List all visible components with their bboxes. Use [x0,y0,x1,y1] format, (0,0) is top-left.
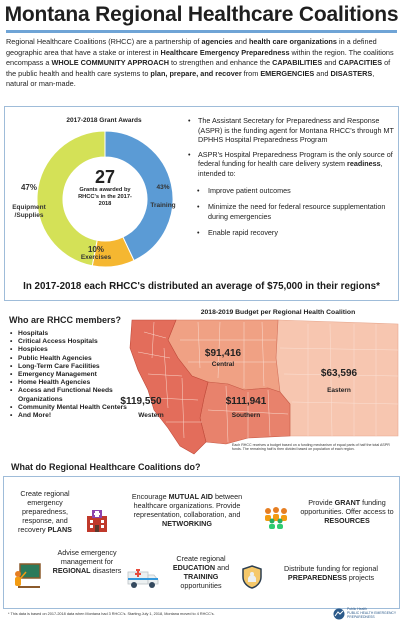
member-item: Community Mental Health Centers [10,404,155,412]
shield-icon [242,565,262,589]
member-item: Hospitals [10,330,155,338]
member-item: Public Health Agencies [10,355,155,363]
region-label-central: $91,416 Central [200,348,246,370]
sub-bullet: Improve patient outcomes [188,186,394,196]
dphhs-logo: Public Health PUBLIC HEALTH EMERGENCY PRE… [333,607,399,621]
region-label-eastern: $63,596 Eastern [314,368,364,396]
montana-region-map: $91,416 Central $63,596 Eastern $119,550… [108,318,400,456]
member-item: Emergency Management [10,371,155,379]
member-item: Long-Term Care Facilities [10,363,155,371]
members-title: Who are RHCC members? [9,315,122,325]
slice-pct-exercises: 10% [87,245,104,254]
region-western [129,319,209,455]
title-bar [0,0,403,30]
logo-text: Public Health PUBLIC HEALTH EMERGENCY PRE… [347,607,397,619]
activity-education-training: Create regional EDUCATION and TRAINING o… [172,554,230,590]
region-name-southern: Southern [231,412,261,419]
pie-svg [36,130,174,268]
ambulance-icon [127,569,159,588]
slice-name-equipment: Equipment /Supplies [12,204,46,219]
map-title: 2018-2019 Budget per Regional Health Coa… [200,309,356,316]
activities-box [3,476,400,609]
bullet-hpp-funding: ASPR's Hospital Preparedness Program is … [188,150,394,179]
page-title: Montana Regional Healthcare Coalitions [4,3,399,26]
pie-center: 27 Grants awarded by RHCC's in the 2017-… [74,167,136,208]
region-value-western: $119,550 [120,396,162,407]
slice-label-equipment: 47% Equipment /Supplies [6,184,52,220]
member-item: Home Health Agencies [10,379,155,387]
grant-section-box [4,106,399,301]
slice-name-training: Training [150,202,176,209]
presentation-board-icon [15,563,41,588]
sub-bullet: Enable rapid recovery [188,228,394,238]
activity-mutual-aid: Encourage MUTUAL AID between healthcare … [131,492,243,528]
county-lines [137,321,399,443]
slice-label-training: 43% Training [146,184,180,210]
region-value-central: $91,416 [204,348,242,359]
chart-title: 2017-2018 Grant Awards [66,117,142,124]
sub-bullet: Minimize the need for federal resource s… [188,202,394,221]
activity-plans: Create regional emergency preparedness, … [18,489,72,534]
logo-mark-icon [333,608,345,620]
activity-grant-funding: Provide GRANT funding opportunities. Off… [300,498,394,525]
hospital-icon [87,510,107,532]
grant-pie-chart: 43% Training 10% Exercises 47% Equipment… [12,126,187,276]
slice-pct-training: 43% [156,184,170,191]
slice-pct-equipment: 47% [20,183,37,192]
grants-count-label: Grants awarded by RHCC's in the 2017-201… [78,187,132,207]
region-label-western: $119,550 Western [111,396,171,421]
member-item: And More! [10,412,155,420]
intro-paragraph: Regional Healthcare Coalitions (RHCC) ar… [6,37,394,89]
slice-label-exercises: 10% Exercises [76,246,116,262]
activities-title: What do Regional Healthcare Coalitions d… [11,462,201,472]
footnote: * This data is based on 2017-2018 data w… [8,612,215,616]
members-list: Hospitals Critical Access Hospitals Hosp… [10,330,155,420]
region-name-central: Central [211,361,235,368]
region-value-southern: $111,941 [225,396,267,407]
bullet-aspr-funding: The Assistant Secretary for Preparedness… [188,116,394,145]
average-distribution-line: In 2017-2018 each RHCC's distributed an … [23,281,380,292]
pie-hole [63,157,147,241]
map-budget-note: Each RHCC receives a budget based on a f… [232,443,390,452]
region-label-southern: $111,941 Southern [218,396,274,421]
slice-name-exercises: Exercises [80,254,112,261]
region-name-eastern: Eastern [327,387,351,394]
member-item: Critical Access Hospitals [10,338,155,346]
grants-count: 27 [94,167,116,187]
region-name-western: Western [138,412,164,419]
activity-advise: Advise emergency management for REGIONAL… [52,548,122,575]
region-value-eastern: $63,596 [320,368,358,379]
member-item: Hospices [10,346,155,354]
title-rule [6,30,397,33]
map-svg [129,319,399,455]
people-group-icon [265,507,287,529]
aspr-bullets: The Assistant Secretary for Preparedness… [188,116,394,245]
activity-preparedness-funding: Distribute funding for regional PREPARED… [284,564,378,582]
member-item: Access and Functional Needs Organization… [10,387,155,403]
